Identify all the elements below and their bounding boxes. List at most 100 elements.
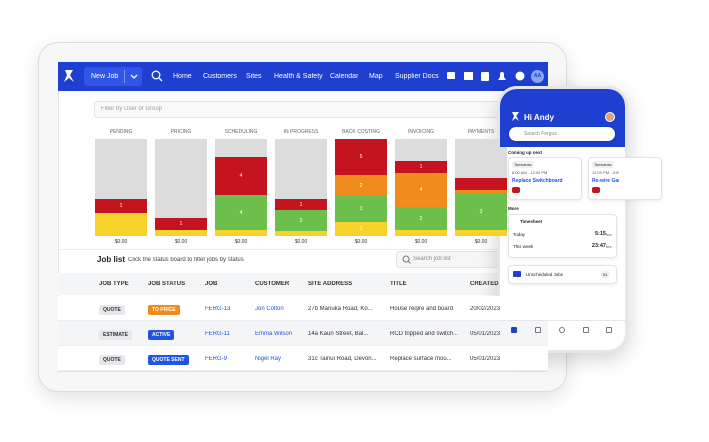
status-name[interactable]: INVOICING [407,129,435,135]
column-header[interactable]: TITLE [390,281,407,287]
status-name[interactable]: PENDING [109,129,133,135]
status-amount: $0.00 [114,239,128,245]
card-time: 12:00 PM - 3:00 PM [592,170,619,175]
timesheet-label: This week [513,244,534,249]
unscheduled-count: 51 [601,271,610,278]
table-header [58,273,548,295]
tab-icon[interactable] [559,327,565,333]
status-name[interactable]: SCHEDULING [224,129,258,135]
tab-icon[interactable] [583,327,589,333]
card-title[interactable]: Re-wire Garage [592,178,619,184]
timesheet-card[interactable] [508,214,617,258]
status-segment[interactable] [215,230,267,236]
job-number[interactable]: FERG-11 [205,331,230,337]
status-segment[interactable]: 3 [335,196,387,222]
phone-greeting: Hi Andy [524,113,554,122]
column-header[interactable]: JOB [205,281,218,287]
status-segment[interactable] [155,230,207,236]
status-segment[interactable]: 1 [95,199,147,213]
status-segment[interactable] [275,231,327,236]
column-header[interactable]: SITE ADDRESS [308,281,353,287]
nav-link[interactable]: Supplier Docs [395,73,439,80]
customer[interactable]: Jon Colton [255,306,284,312]
tab-icon[interactable] [511,327,517,333]
status-segment[interactable]: 2 [395,207,447,230]
status-name[interactable]: PRICING [170,129,192,135]
status-segment[interactable]: 1 [275,199,327,210]
status-segment[interactable] [455,178,507,190]
column-header[interactable]: CREATED [470,281,499,287]
status-segment[interactable] [95,213,147,236]
table-row[interactable] [58,296,548,321]
phone-avatar[interactable] [605,112,615,122]
column-header[interactable]: CUSTOMER [255,281,290,287]
new-job-label[interactable]: New Job [91,73,119,80]
status-segment[interactable] [395,230,447,236]
status-segment[interactable]: 4 [395,173,447,207]
status-name[interactable]: BACK COSTING [342,129,380,135]
new-job-button[interactable] [84,67,142,86]
timesheet-value: 5:15 [594,231,606,237]
divider [58,249,548,250]
nav-link[interactable]: Home [173,73,192,80]
avatar[interactable]: AA [531,70,544,83]
section-label: Coming up next [508,150,542,155]
status-segment[interactable]: 1 [395,161,447,173]
job-list-title: Job list [97,255,126,264]
status-name[interactable]: IN PROGRESS [283,129,319,135]
nav-link[interactable]: Sites [246,73,262,80]
unscheduled-card[interactable] [508,265,617,284]
status-segment[interactable]: 2 [275,210,327,231]
card-title[interactable]: Replace Switchboard [512,178,563,184]
filter-placeholder[interactable]: Filter by User or Group [101,106,163,112]
job-search-placeholder[interactable]: Search job list [413,256,451,262]
table-row[interactable] [58,346,548,371]
customer[interactable]: Nigel Ray [255,356,282,362]
status-name[interactable]: PAYMENTS [467,129,495,135]
status-segment[interactable]: 2 [335,175,387,196]
status-segment[interactable]: 1 [335,222,387,236]
phone-search-placeholder[interactable]: Search Fergus [524,131,557,137]
created: 05/01/2023 [470,331,500,337]
logo [64,70,74,82]
status-amount: $0.00 [474,239,488,245]
status-segment[interactable] [455,230,507,236]
status-amount: $0.00 [174,239,188,245]
phone-search[interactable] [509,127,615,141]
status-segment[interactable]: 5 [335,139,387,175]
job-number[interactable]: FERG-13 [205,306,231,312]
status-segment[interactable]: 3 [455,193,507,230]
card-icons [592,187,600,193]
created: 20/02/2023 [470,306,500,312]
status-segment[interactable] [455,190,507,193]
nav-icons[interactable] [446,70,532,84]
column-header[interactable]: JOB STATUS [148,281,186,287]
timesheet-label: Today [513,232,526,237]
status-amount: $0.00 [294,239,308,245]
section-label: More [508,206,519,211]
nav-link[interactable]: Calendar [330,73,359,80]
tab-icon[interactable] [606,327,612,333]
site-address: 27b Manuka Road, Ko... [308,306,373,312]
nav-link[interactable]: Health & Safety [274,73,323,80]
job-list-hint: Click the status board to filter jobs by… [128,257,244,263]
status-segment[interactable]: 4 [215,195,267,230]
tab-icon[interactable] [535,327,541,333]
status-segment[interactable]: 4 [215,157,267,195]
table-row[interactable] [58,321,548,346]
column-header[interactable]: JOB TYPE [99,281,129,287]
nav-link[interactable]: Customers [203,73,237,80]
job-type-badge: QUOTE [99,355,125,365]
job-title: Replace surface mou... [390,356,452,362]
job-number[interactable]: FERG-9 [205,356,228,362]
customer[interactable]: Emma Wilson [255,331,293,337]
status-amount: $0.00 [234,239,248,245]
dropdown-icon[interactable] [124,67,142,86]
created: 05/01/2023 [470,356,500,362]
search-icon[interactable] [151,70,163,82]
nav-link[interactable]: Map [369,73,383,80]
status-segment[interactable]: 1 [155,218,207,230]
job-status-badge: QUOTE SENT [148,355,189,365]
job-status-badge: TO PRICE [148,305,180,315]
